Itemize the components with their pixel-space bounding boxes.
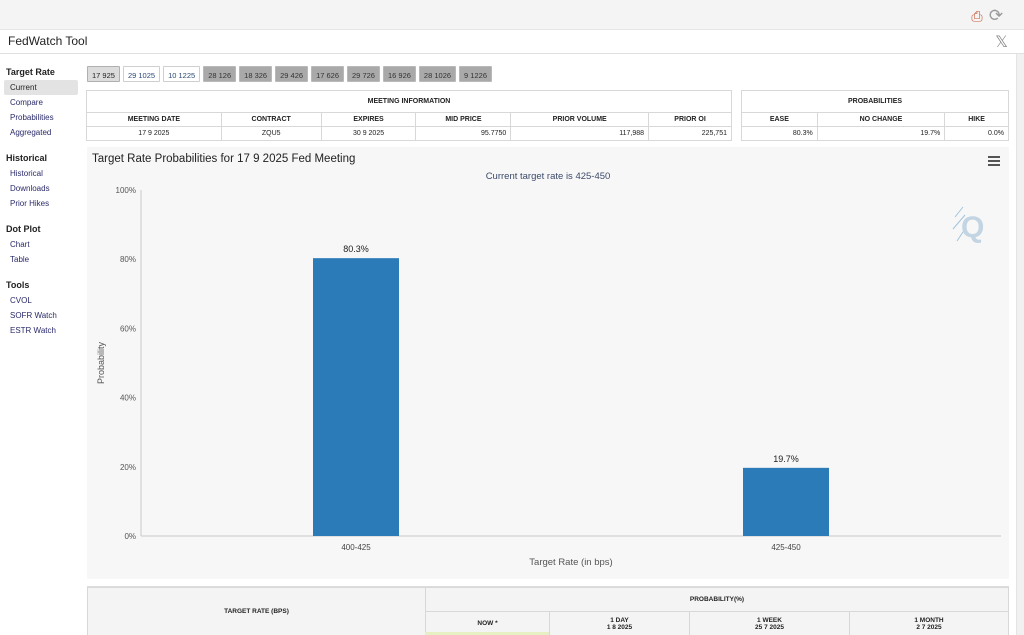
- sidebar-item-cvol[interactable]: CVOL: [10, 296, 32, 305]
- x-tick-label: 400-425: [341, 543, 371, 552]
- bar-data-label: 80.3%: [343, 244, 369, 254]
- table-cell: 0.0%: [944, 126, 1009, 141]
- probability-history-table-panel: TARGET RATE (BPS) PROBABILITY(%) NOW * 1…: [87, 586, 1009, 635]
- hamburger-menu-icon[interactable]: [988, 156, 1000, 166]
- tab-meeting[interactable]: 28 126: [203, 66, 237, 82]
- highlight-strip: [425, 632, 549, 635]
- column-header: EXPIRES: [320, 112, 417, 127]
- probability-chart-panel: Target Rate Probabilities for 17 9 2025 …: [87, 147, 1009, 579]
- tab-meeting[interactable]: 16 926: [382, 66, 416, 82]
- y-tick-label: 20%: [120, 463, 136, 472]
- column-header: PRIOR OI: [648, 112, 732, 127]
- bar-data-label: 19.7%: [773, 454, 799, 464]
- column-header: PRIOR VOLUME: [510, 112, 650, 127]
- probability-history-table: TARGET RATE (BPS) PROBABILITY(%) NOW * 1…: [87, 587, 1009, 635]
- chart-subtitle: Current target rate is 425-450: [485, 171, 611, 182]
- q-logo-icon: Q: [952, 206, 984, 244]
- table-cell: 225,751: [648, 126, 732, 141]
- chart-title: Target Rate Probabilities for 17 9 2025 …: [92, 153, 356, 165]
- tab-meeting[interactable]: 9 1226: [459, 66, 492, 82]
- tab-meeting[interactable]: 18 326: [239, 66, 273, 82]
- x-axis-title: Target Rate (in bps): [529, 557, 612, 568]
- column-header: MEETING DATE: [86, 112, 222, 127]
- sidebar-item-table[interactable]: Table: [10, 255, 30, 264]
- svg-text:Q: Q: [961, 211, 984, 244]
- tab-meeting[interactable]: 28 1026: [418, 66, 457, 82]
- table-cell: 80.3%: [741, 126, 818, 141]
- column-header: CONTRACT: [220, 112, 322, 127]
- sidebar-item-sofr-watch[interactable]: SOFR Watch: [10, 311, 57, 320]
- sidebar-section-target-rate: Target Rate: [6, 67, 55, 77]
- window-title: FedWatch Tool: [8, 34, 88, 48]
- table-cell: 95.7750: [415, 126, 512, 141]
- probability-header: PROBABILITY(%): [425, 587, 1009, 612]
- vertical-scrollbar[interactable]: [1016, 54, 1024, 635]
- column-header: NO CHANGE: [816, 112, 946, 127]
- tab-meeting[interactable]: 17 925: [87, 66, 120, 82]
- tab-meeting[interactable]: 17 626: [311, 66, 345, 82]
- column-header-1-week: 1 WEEK 25 7 2025: [689, 611, 850, 635]
- bar: [313, 258, 399, 536]
- y-tick-label: 80%: [120, 255, 136, 264]
- probabilities-title: PROBABILITIES: [741, 90, 1009, 113]
- y-axis-title: Probability: [96, 341, 106, 384]
- x-logo-icon[interactable]: 𝕏: [995, 32, 1008, 51]
- column-header-1-month: 1 MONTH 2 7 2025: [849, 611, 1009, 635]
- sidebar-section-historical: Historical: [6, 153, 48, 163]
- tab-meeting[interactable]: 10 1225: [163, 66, 201, 82]
- sidebar-section-dot-plot: Dot Plot: [6, 224, 41, 234]
- bar: [743, 467, 829, 536]
- sidebar-item-estr-watch[interactable]: ESTR Watch: [10, 326, 56, 335]
- top-toolbar: ⎙ ⟳: [0, 0, 1024, 30]
- tab-meeting[interactable]: 29 426: [275, 66, 309, 82]
- tab-meeting[interactable]: 29 726: [347, 66, 380, 82]
- column-header: HIKE: [944, 112, 1009, 127]
- table-cell: 117,988: [510, 126, 650, 141]
- y-tick-label: 40%: [120, 394, 136, 403]
- sidebar-item-probabilities[interactable]: Probabilities: [10, 113, 54, 122]
- sidebar: Target Rate Current Compare Probabilitie…: [0, 62, 82, 338]
- sidebar-item-compare[interactable]: Compare: [10, 98, 43, 107]
- probabilities-table: PROBABILITIES EASE NO CHANGE HIKE 80.3% …: [741, 90, 1009, 141]
- meeting-date-tabs: 17 925 29 1025 10 1225 28 126 18 326 29 …: [87, 66, 492, 82]
- x-tick-label: 425-450: [771, 543, 801, 552]
- y-tick-label: 60%: [120, 324, 136, 333]
- meeting-information-title: MEETING INFORMATION: [86, 90, 732, 113]
- column-header: EASE: [741, 112, 818, 127]
- y-tick-label: 0%: [124, 532, 136, 541]
- bar-chart: Q 0% 20% 40% 60% 80% 100% 80.3% 400-425 19.7% 425…: [96, 186, 1001, 568]
- window-titlebar: FedWatch Tool 𝕏: [0, 30, 1024, 54]
- target-rate-header: TARGET RATE (BPS): [87, 587, 426, 635]
- meeting-information-table: MEETING INFORMATION MEETING DATE CONTRAC…: [86, 90, 732, 141]
- table-cell: 19.7%: [816, 126, 946, 141]
- table-cell: ZQU5: [220, 126, 322, 141]
- table-cell: 17 9 2025: [86, 126, 222, 141]
- refresh-icon[interactable]: ⟳: [988, 6, 1004, 25]
- sidebar-item-current[interactable]: Current: [4, 80, 78, 95]
- table-cell: 30 9 2025: [320, 126, 417, 141]
- column-header-1-day: 1 DAY 1 8 2025: [549, 611, 690, 635]
- sidebar-item-aggregated[interactable]: Aggregated: [10, 128, 52, 137]
- sidebar-item-prior-hikes[interactable]: Prior Hikes: [10, 199, 50, 208]
- tab-meeting[interactable]: 29 1025: [122, 66, 161, 82]
- sidebar-section-tools: Tools: [6, 280, 30, 290]
- sidebar-item-chart[interactable]: Chart: [10, 240, 30, 249]
- column-header: MID PRICE: [415, 112, 512, 127]
- print-icon[interactable]: ⎙: [971, 8, 983, 24]
- y-tick-label: 100%: [116, 186, 136, 195]
- sidebar-item-downloads[interactable]: Downloads: [10, 184, 50, 193]
- sidebar-item-historical[interactable]: Historical: [10, 169, 43, 178]
